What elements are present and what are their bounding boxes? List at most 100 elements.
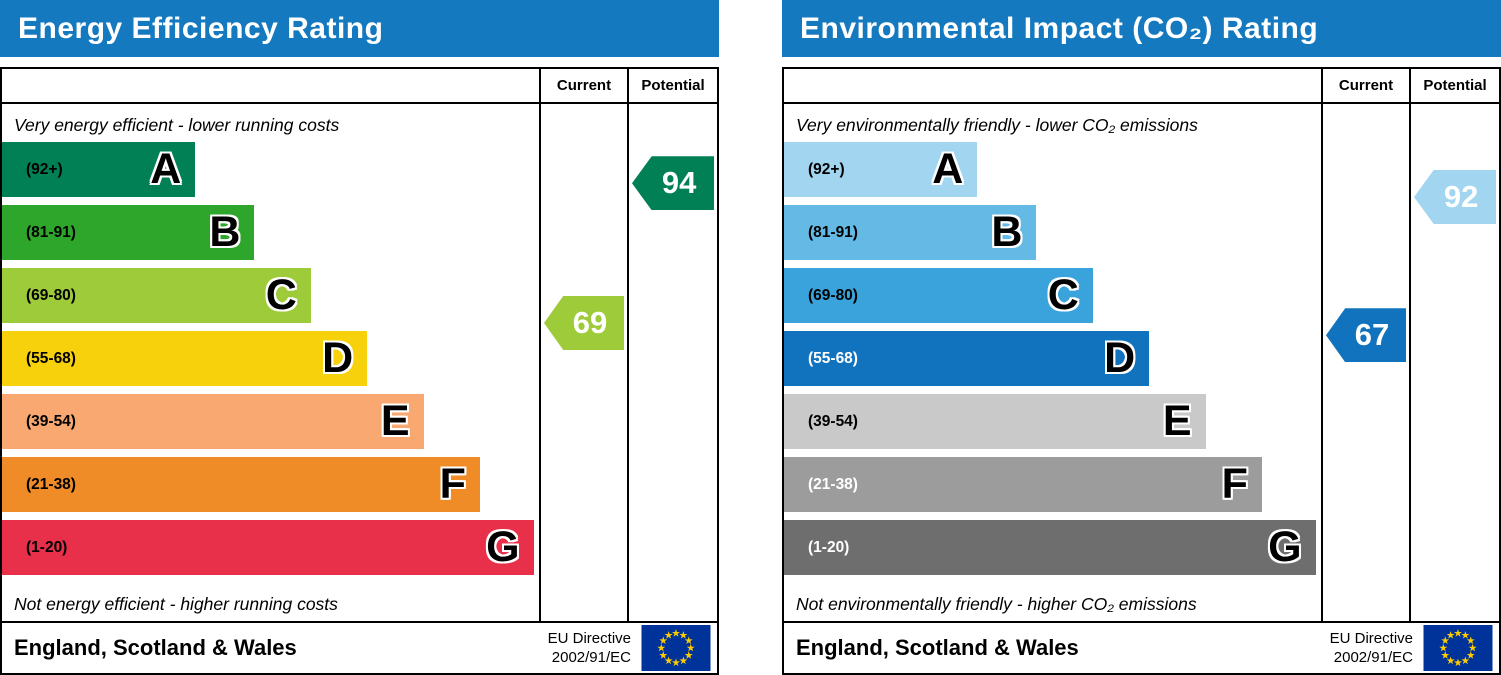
band-range-label: (92+) bbox=[26, 160, 63, 178]
band-letter: B bbox=[209, 208, 241, 256]
current-arrow-cell: 69 bbox=[539, 104, 627, 621]
band-letter: G bbox=[486, 523, 520, 571]
band-row-a: (92+) A bbox=[784, 142, 978, 197]
header-spacer bbox=[2, 69, 539, 102]
eu-flag-star bbox=[664, 656, 673, 665]
band-range-label: (69-80) bbox=[26, 286, 76, 304]
band-letter: D bbox=[322, 334, 354, 382]
bands-area: Very environmentally friendly - lower CO… bbox=[784, 104, 1321, 621]
eu-flag-star bbox=[657, 643, 666, 652]
band-letter: D bbox=[1104, 334, 1136, 382]
current-column-header: Current bbox=[539, 69, 627, 102]
potential-rating-value: 92 bbox=[1443, 179, 1479, 214]
band-range-label: (92+) bbox=[808, 160, 845, 178]
eu-flag-star bbox=[664, 631, 673, 639]
band-letter: F bbox=[439, 460, 466, 508]
eu-flag-star bbox=[1441, 636, 1450, 645]
energy-efficiency-title: Energy Efficiency Rating bbox=[0, 0, 719, 57]
band-range-label: (21-38) bbox=[808, 475, 858, 493]
region-label: England, Scotland & Wales bbox=[796, 635, 1079, 660]
eu-flag-star bbox=[1468, 643, 1477, 652]
band-row-e: (39-54) E bbox=[2, 394, 424, 449]
current-arrow-cell: 67 bbox=[1321, 104, 1409, 621]
header-spacer bbox=[784, 69, 1321, 102]
eu-flag-star bbox=[679, 631, 688, 639]
potential-arrow-cell: 94 bbox=[627, 104, 717, 621]
current-rating-arrow: 69 bbox=[544, 296, 624, 350]
band-letter: G bbox=[1268, 523, 1302, 571]
band-letter: E bbox=[1162, 397, 1192, 445]
column-header-row: Current Potential bbox=[2, 69, 717, 104]
chart-body: Very energy efficient - lower running co… bbox=[2, 104, 717, 621]
eu-flag-icon bbox=[641, 625, 711, 671]
band-row-b: (81-91) B bbox=[2, 205, 255, 260]
eu-directive-line1: EU Directive bbox=[1329, 629, 1413, 647]
eu-directive-label: EU Directive 2002/91/EC bbox=[1330, 629, 1413, 668]
eu-flag-star bbox=[1461, 656, 1470, 665]
band-range-label: (69-80) bbox=[808, 286, 858, 304]
band-row-a: (92+) A bbox=[2, 142, 196, 197]
eu-directive-label: EU Directive 2002/91/EC bbox=[548, 629, 631, 668]
band-row-e: (39-54) E bbox=[784, 394, 1206, 449]
band-range-label: (81-91) bbox=[808, 223, 858, 241]
eu-flag-star bbox=[684, 636, 693, 645]
band-row-g: (1-20) G bbox=[2, 520, 534, 575]
band-letter: B bbox=[991, 208, 1023, 256]
eu-flag-icon bbox=[1423, 625, 1493, 671]
environmental-impact-title: Environmental Impact (CO₂) Rating bbox=[782, 0, 1501, 57]
potential-rating-value: 94 bbox=[661, 165, 697, 201]
potential-rating-arrow: 92 bbox=[1414, 170, 1496, 224]
eu-flag-star bbox=[1446, 656, 1455, 665]
bottom-note: Not environmentally friendly - higher CO… bbox=[796, 593, 1197, 614]
band-range-label: (39-54) bbox=[26, 412, 76, 430]
eu-flag-star bbox=[659, 636, 668, 645]
band-row-b: (81-91) B bbox=[784, 205, 1037, 260]
band-row-g: (1-20) G bbox=[784, 520, 1316, 575]
top-note: Very environmentally friendly - lower CO… bbox=[796, 114, 1198, 135]
eu-flag-star bbox=[686, 643, 695, 652]
chart-body: Very environmentally friendly - lower CO… bbox=[784, 104, 1499, 621]
top-note: Very energy efficient - lower running co… bbox=[14, 114, 340, 135]
energy-efficiency-panel: Energy Efficiency Rating Current Potenti… bbox=[0, 0, 719, 675]
band-range-label: (55-68) bbox=[808, 349, 858, 367]
band-letter: A bbox=[932, 145, 964, 193]
current-rating-value: 69 bbox=[572, 305, 608, 340]
band-row-d: (55-68) D bbox=[784, 331, 1150, 386]
band-range-label: (21-38) bbox=[26, 475, 76, 493]
band-range-label: (81-91) bbox=[26, 223, 76, 241]
environmental-impact-chart: Current Potential Very environmentally f… bbox=[782, 67, 1501, 675]
band-row-c: (69-80) C bbox=[784, 268, 1093, 323]
eu-directive-line1: EU Directive bbox=[547, 629, 631, 647]
chart-footer: England, Scotland & Wales EU Directive 2… bbox=[2, 621, 717, 673]
current-rating-arrow: 67 bbox=[1326, 308, 1406, 363]
eu-directive-line2: 2002/91/EC bbox=[551, 649, 631, 666]
current-rating-value: 67 bbox=[1354, 317, 1390, 353]
band-letter: A bbox=[150, 145, 182, 193]
band-letter: F bbox=[1221, 460, 1248, 508]
band-row-f: (21-38) F bbox=[784, 457, 1262, 512]
eu-flag-star bbox=[1466, 636, 1475, 645]
energy-efficiency-chart: Current Potential Very energy efficient … bbox=[0, 67, 719, 675]
band-range-label: (55-68) bbox=[26, 349, 76, 367]
bottom-note: Not energy efficient - higher running co… bbox=[14, 593, 338, 614]
eu-flag-star bbox=[1453, 629, 1463, 637]
eu-flag-star bbox=[1466, 651, 1475, 659]
column-header-row: Current Potential bbox=[784, 69, 1499, 104]
eu-flag-star bbox=[1453, 658, 1463, 667]
potential-column-header: Potential bbox=[627, 69, 717, 102]
bands: (92+) A (81-91) B (69-80) C (55-68) D (39-54) E (2… bbox=[2, 142, 539, 583]
band-range-label: (1-20) bbox=[26, 538, 68, 556]
band-row-f: (21-38) F bbox=[2, 457, 480, 512]
eu-flag-star bbox=[1439, 643, 1448, 652]
eu-flag-star bbox=[1446, 631, 1455, 639]
eu-flag-star bbox=[1461, 631, 1470, 639]
potential-rating-arrow: 94 bbox=[632, 156, 714, 211]
potential-column-header: Potential bbox=[1409, 69, 1499, 102]
eu-flag-star bbox=[1441, 651, 1450, 659]
band-row-c: (69-80) C bbox=[2, 268, 311, 323]
eu-flag-star bbox=[671, 629, 681, 637]
eu-flag-star bbox=[684, 651, 693, 659]
eu-flag-star bbox=[659, 651, 668, 659]
band-row-d: (55-68) D bbox=[2, 331, 368, 386]
